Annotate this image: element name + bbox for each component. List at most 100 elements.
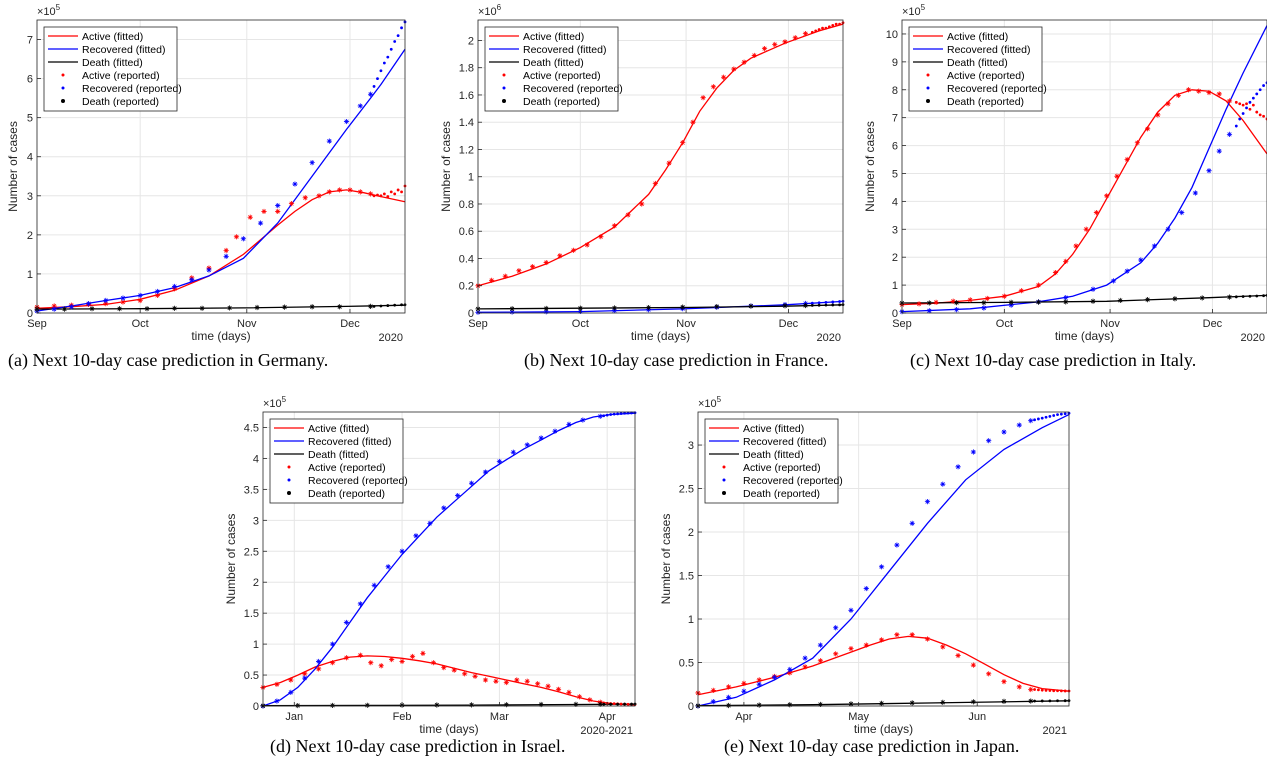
legend-label: Active (fitted): [523, 31, 584, 43]
data-point: [441, 505, 447, 511]
legend-dot-swatch: [926, 73, 930, 77]
data-point: [482, 677, 489, 683]
data-point: [756, 681, 762, 687]
y-tick-label: 0: [688, 701, 694, 713]
legend-label: Recovered (reported): [308, 475, 408, 487]
y-tick-label: 10: [886, 29, 898, 41]
y-tick-label: 2: [27, 230, 33, 242]
data-point: [1110, 278, 1117, 284]
data-point: [85, 301, 92, 307]
legend-item: Recovered (fitted): [274, 436, 391, 448]
y-tick-label: 4.5: [244, 422, 259, 434]
x-tick-label: Dec: [1203, 318, 1223, 330]
legend-item: Death (fitted): [913, 57, 1008, 69]
data-point: [1234, 124, 1238, 128]
data-point: [714, 303, 720, 310]
data-point: [1048, 414, 1052, 418]
data-point: [1251, 103, 1255, 107]
data-point: [626, 702, 630, 706]
data-point: [1226, 131, 1233, 138]
y-axis-title: Number of cases: [863, 121, 877, 212]
data-point: [302, 675, 308, 681]
data-point: [413, 533, 419, 539]
data-point: [538, 701, 544, 708]
legend-item: Death (fitted): [709, 449, 804, 461]
data-point: [817, 303, 821, 307]
data-point: [1008, 299, 1014, 305]
data-point: [1165, 101, 1171, 107]
legend-dot-swatch: [287, 491, 291, 495]
x-tick-label: Jan: [285, 711, 303, 723]
data-point: [51, 303, 57, 309]
chart-japan: 0 0.5 1 1.5 2 2.5 3 Apr May Jun 2021 ×105 time (days…: [650, 390, 1090, 762]
data-point: [472, 673, 478, 679]
data-point: [386, 55, 390, 59]
data-point: [343, 619, 350, 626]
data-point: [514, 677, 520, 683]
legend-dot-swatch: [722, 478, 726, 482]
data-point: [894, 632, 900, 638]
y-tick-label: 1: [892, 280, 898, 292]
legend-item: Active (fitted): [913, 31, 1008, 43]
data-point: [382, 61, 386, 65]
x-axis-title: time (days): [191, 329, 250, 343]
legend-item: Recovered (fitted): [489, 44, 606, 56]
legend-item: Active (reported): [926, 70, 1025, 82]
data-point: [981, 300, 987, 306]
data-point: [814, 29, 818, 33]
legend-item: Death (reported): [722, 488, 820, 500]
y-tick-label: 7: [27, 35, 33, 47]
legend-item: Active (fitted): [48, 31, 143, 43]
caption-italy: (c) Next 10-day case prediction in Italy…: [910, 350, 1197, 370]
legend-dot-swatch: [502, 73, 506, 77]
legend: Active (fitted)Recovered (fitted)Death (…: [43, 26, 182, 112]
data-point: [1251, 96, 1255, 100]
legend-label: Death (reported): [523, 96, 600, 108]
axes-frame: [477, 19, 844, 314]
data-point: [616, 702, 620, 706]
y-tick-label: 1: [27, 269, 33, 281]
series-group: [695, 411, 1071, 709]
data-point: [343, 655, 350, 661]
data-point: [612, 702, 616, 706]
x-tick-label: Mar: [490, 711, 509, 723]
data-point: [1018, 288, 1024, 294]
data-point: [1001, 293, 1007, 299]
data-point: [288, 201, 295, 207]
legend-dot-swatch: [926, 99, 930, 103]
data-point: [295, 702, 301, 709]
data-point: [817, 701, 823, 708]
series-death-predicted: [810, 303, 845, 307]
data-point: [1262, 294, 1265, 298]
y-tick-label: 2: [253, 577, 259, 589]
legend: Active (fitted)Recovered (fitted)Death (…: [704, 418, 843, 504]
data-point: [587, 697, 593, 703]
data-point: [831, 300, 835, 304]
data-point: [154, 288, 160, 295]
data-point: [834, 22, 838, 26]
data-point: [257, 220, 264, 226]
legend-label: Active (reported): [523, 70, 601, 82]
data-point: [1040, 699, 1044, 703]
data-point: [357, 103, 363, 109]
legend-label: Active (fitted): [947, 31, 1008, 43]
data-point: [309, 304, 315, 310]
legend-dot-swatch: [926, 86, 930, 90]
data-point: [1001, 429, 1007, 435]
data-point: [967, 297, 973, 303]
data-point: [524, 442, 530, 448]
data-point: [427, 520, 433, 527]
legend-label: Death (fitted): [947, 57, 1008, 69]
data-point: [1083, 226, 1089, 232]
data-point: [666, 160, 672, 166]
data-point: [1216, 148, 1222, 154]
x-tick-label: Dec: [779, 318, 799, 330]
data-point: [1248, 294, 1252, 298]
data-point: [838, 300, 841, 303]
series-recovered-predicted: [810, 299, 845, 305]
data-point: [557, 253, 563, 259]
y-axis-ticks: 0 1 2 3 4 5 6 7: [27, 35, 41, 320]
data-point: [584, 242, 590, 248]
y-tick-label: 1.8: [459, 63, 474, 75]
data-point: [496, 458, 503, 465]
